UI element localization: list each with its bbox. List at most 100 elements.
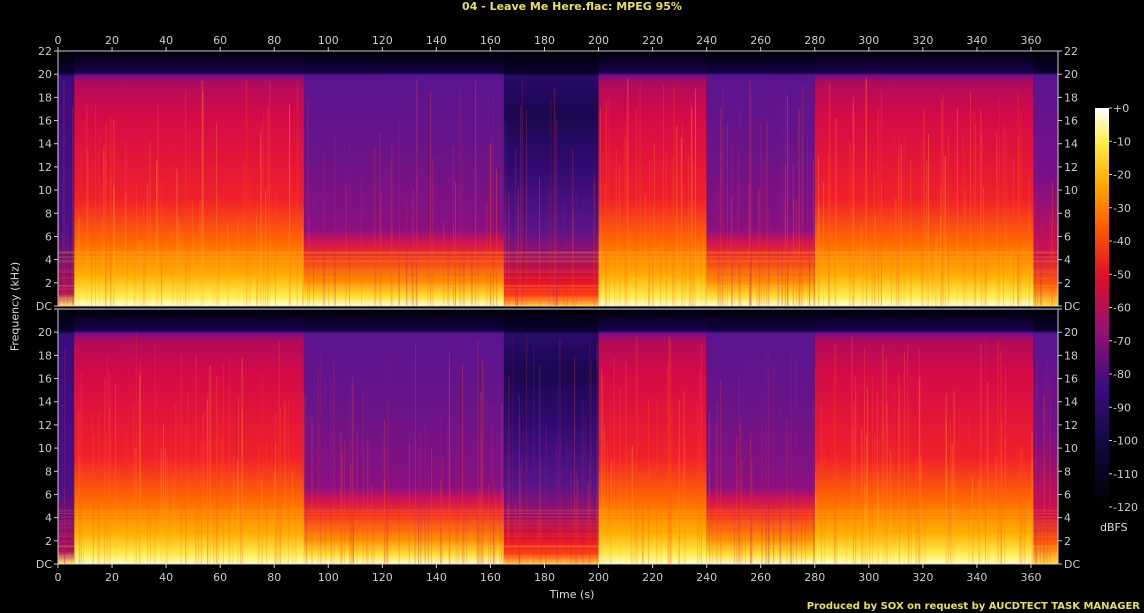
spectrum-segment-3	[503, 309, 599, 564]
texture-harmonic	[58, 510, 1058, 512]
texture-streak	[786, 418, 788, 564]
texture-streak	[582, 399, 584, 564]
texture-streak	[504, 228, 506, 306]
texture-streak	[113, 119, 115, 307]
texture-streak	[427, 432, 429, 564]
texture-streak	[782, 93, 784, 306]
texture-streak	[519, 468, 521, 564]
texture-streak	[160, 448, 162, 564]
x-tick-label-bottom: 20	[105, 571, 119, 584]
x-tick-label-bottom: 260	[750, 571, 771, 584]
texture-streak	[479, 493, 481, 564]
texture-streak	[379, 133, 381, 306]
texture-streak	[642, 508, 644, 564]
texture-streak	[818, 202, 820, 306]
y-tick-label-right: 2	[1064, 277, 1071, 290]
texture-streak	[289, 104, 291, 306]
texture-streak	[260, 134, 262, 306]
y-tick-label-right: 6	[1064, 230, 1071, 243]
texture-streak	[828, 155, 830, 306]
texture-harmonic	[58, 260, 1058, 262]
texture-streak	[193, 237, 195, 306]
texture-streak	[1004, 437, 1006, 564]
texture-streak	[703, 234, 705, 306]
texture-streak	[676, 125, 678, 307]
texture-streak	[139, 374, 141, 564]
texture-streak	[690, 97, 692, 307]
spectrum-segment-1	[74, 309, 304, 564]
y-tick-label-left: 4	[45, 254, 52, 267]
texture-streak	[520, 105, 522, 307]
x-tick-label-top: 260	[750, 34, 771, 47]
texture-streak	[947, 466, 949, 564]
texture-streak	[191, 199, 193, 306]
texture-streak	[944, 156, 946, 306]
texture-streak	[927, 251, 929, 306]
texture-streak	[432, 157, 434, 306]
y-tick-label-left: 18	[38, 91, 52, 104]
texture-streak	[104, 377, 106, 564]
texture-streak	[213, 491, 215, 564]
texture-streak	[898, 373, 900, 564]
texture-harmonic	[58, 298, 1058, 300]
texture-streak	[1054, 218, 1056, 306]
texture-streak	[135, 333, 137, 564]
texture-streak	[1017, 92, 1019, 306]
texture-harmonic	[58, 545, 1058, 547]
texture-streak	[165, 509, 167, 564]
texture-streak	[956, 107, 958, 306]
texture-streak	[98, 135, 100, 306]
texture-streak	[516, 241, 518, 306]
texture-streak	[584, 416, 586, 564]
texture-streak	[738, 376, 740, 564]
texture-streak	[749, 206, 751, 306]
spectrum-segment-5	[706, 309, 815, 564]
texture-streak	[424, 423, 426, 564]
x-tick-label-bottom: 360	[1020, 571, 1041, 584]
texture-streak	[795, 198, 797, 306]
texture-streak	[501, 403, 503, 564]
texture-streak	[944, 397, 946, 564]
texture-streak	[496, 169, 498, 306]
texture-streak	[865, 503, 867, 564]
texture-streak	[217, 409, 219, 564]
texture-streak	[143, 202, 145, 306]
texture-streak	[58, 123, 60, 306]
texture-streak	[845, 452, 847, 564]
texture-streak	[1019, 479, 1021, 564]
texture-streak	[227, 222, 229, 306]
texture-streak	[915, 461, 917, 564]
texture-streak	[324, 371, 326, 564]
texture-streak	[72, 106, 74, 306]
y-tick-label-left: 8	[45, 465, 52, 478]
texture-streak	[656, 399, 658, 564]
texture-streak	[852, 208, 854, 306]
texture-streak	[823, 449, 825, 564]
texture-streak	[306, 393, 308, 564]
texture-streak	[808, 254, 810, 306]
texture-streak	[385, 341, 387, 564]
panel-frame	[57, 308, 1059, 565]
texture-streak	[758, 207, 760, 306]
texture-streak	[1043, 368, 1045, 564]
spectrum-texture	[58, 76, 1058, 307]
texture-streak	[882, 345, 884, 564]
texture-streak	[519, 416, 521, 564]
texture-streak	[962, 132, 964, 306]
texture-streak	[195, 355, 197, 564]
texture-streak	[1031, 431, 1033, 564]
texture-harmonic	[58, 271, 1058, 273]
texture-streak	[292, 471, 294, 564]
texture-streak	[139, 241, 141, 306]
texture-streak	[391, 142, 393, 306]
texture-streak	[1002, 123, 1004, 307]
texture-streak	[333, 360, 335, 564]
texture-harmonic	[58, 285, 1058, 287]
spectrum-texture	[58, 333, 1058, 564]
texture-streak	[667, 361, 669, 564]
texture-streak	[410, 126, 412, 306]
texture-streak	[699, 370, 701, 564]
texture-streak	[945, 235, 947, 306]
x-tick-label-top: 360	[1020, 34, 1041, 47]
texture-streak	[942, 94, 944, 306]
